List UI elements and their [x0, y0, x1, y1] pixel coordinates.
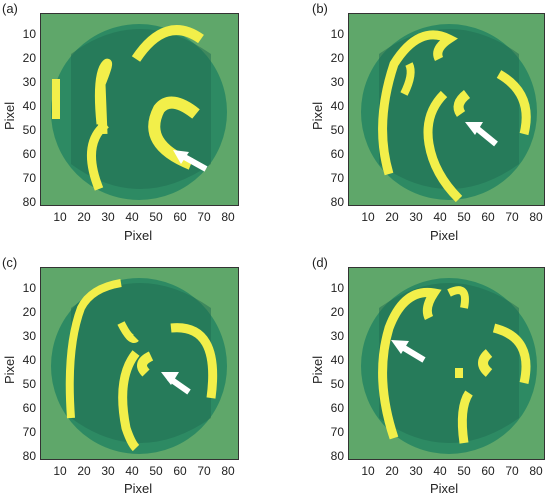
- y-tick: 40: [330, 353, 344, 367]
- phase-map-image: [348, 13, 545, 206]
- x-tick: 20: [385, 464, 399, 478]
- x-tick: 10: [53, 464, 67, 478]
- y-tick: 30: [22, 75, 36, 89]
- x-tick: 30: [409, 210, 423, 224]
- x-tick: 60: [481, 210, 495, 224]
- x-tick: 30: [409, 464, 423, 478]
- x-tick: 70: [505, 210, 519, 224]
- y-tick: 10: [22, 27, 36, 41]
- y-axis-label: Pixel: [310, 101, 325, 130]
- y-tick: 20: [330, 51, 344, 65]
- y-tick: 80: [330, 449, 344, 463]
- phase-map-image: [40, 267, 239, 460]
- x-tick: 50: [457, 210, 471, 224]
- x-tick: 70: [197, 464, 211, 478]
- panel-label: (a): [2, 1, 18, 16]
- x-tick: 30: [101, 464, 115, 478]
- y-tick: 30: [330, 329, 344, 343]
- y-axis-label: Pixel: [2, 101, 17, 130]
- y-tick: 50: [22, 123, 36, 137]
- x-tick: 20: [385, 210, 399, 224]
- x-tick: 20: [77, 464, 91, 478]
- x-tick: 40: [125, 210, 139, 224]
- x-tick: 50: [149, 210, 163, 224]
- x-tick: 80: [221, 464, 235, 478]
- x-tick: 30: [101, 210, 115, 224]
- x-tick: 40: [433, 464, 447, 478]
- x-axis-label: Pixel: [430, 228, 459, 243]
- panel-label: (b): [312, 1, 328, 16]
- y-tick: 80: [22, 195, 36, 209]
- y-axis-label: Pixel: [2, 355, 17, 384]
- y-tick: 70: [22, 425, 36, 439]
- x-tick: 80: [221, 210, 235, 224]
- x-axis-label: Pixel: [430, 481, 459, 496]
- y-tick: 10: [330, 281, 344, 295]
- x-tick: 80: [529, 464, 543, 478]
- phase-map-image: [348, 267, 545, 460]
- x-tick: 60: [173, 464, 187, 478]
- x-tick: 60: [481, 464, 495, 478]
- y-tick: 20: [330, 305, 344, 319]
- x-tick: 70: [505, 464, 519, 478]
- y-tick: 10: [22, 281, 36, 295]
- x-tick: 70: [197, 210, 211, 224]
- x-tick: 40: [125, 464, 139, 478]
- y-tick: 10: [330, 27, 344, 41]
- panel-label: (c): [2, 255, 18, 270]
- y-tick: 40: [22, 353, 36, 367]
- x-tick: 20: [77, 210, 91, 224]
- x-axis-label: Pixel: [124, 228, 153, 243]
- y-tick: 70: [22, 171, 36, 185]
- y-tick: 50: [22, 377, 36, 391]
- x-tick: 10: [361, 210, 375, 224]
- y-tick: 60: [22, 147, 36, 161]
- x-tick: 40: [433, 210, 447, 224]
- x-tick: 60: [173, 210, 187, 224]
- x-tick: 50: [457, 464, 471, 478]
- y-tick: 80: [22, 449, 36, 463]
- y-tick: 50: [330, 123, 344, 137]
- x-tick: 50: [149, 464, 163, 478]
- y-tick: 30: [330, 75, 344, 89]
- x-tick: 10: [53, 210, 67, 224]
- x-tick: 80: [529, 210, 543, 224]
- y-tick: 20: [22, 305, 36, 319]
- x-axis-label: Pixel: [124, 481, 153, 496]
- panel-label: (d): [312, 255, 328, 270]
- y-tick: 30: [22, 329, 36, 343]
- y-tick: 40: [22, 99, 36, 113]
- x-tick: 10: [361, 464, 375, 478]
- y-tick: 70: [330, 171, 344, 185]
- y-axis-label: Pixel: [310, 355, 325, 384]
- y-tick: 80: [330, 195, 344, 209]
- y-tick: 70: [330, 425, 344, 439]
- y-tick: 40: [330, 99, 344, 113]
- y-tick: 20: [22, 51, 36, 65]
- y-tick: 50: [330, 377, 344, 391]
- phase-map-image: [40, 13, 239, 206]
- y-tick: 60: [330, 147, 344, 161]
- y-tick: 60: [22, 401, 36, 415]
- y-tick: 60: [330, 401, 344, 415]
